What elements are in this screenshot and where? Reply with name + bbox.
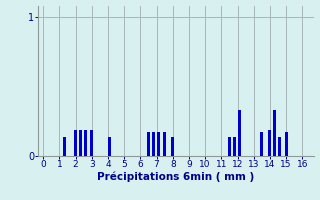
- Bar: [157, 132, 160, 156]
- Bar: [79, 130, 82, 156]
- Bar: [238, 110, 241, 156]
- Bar: [74, 130, 77, 156]
- X-axis label: Précipitations 6min ( mm ): Précipitations 6min ( mm ): [97, 172, 255, 182]
- Bar: [147, 132, 150, 156]
- Bar: [228, 137, 231, 156]
- Bar: [260, 132, 263, 156]
- Bar: [84, 130, 87, 156]
- Bar: [163, 132, 166, 156]
- Bar: [63, 137, 66, 156]
- Bar: [284, 132, 288, 156]
- Bar: [171, 137, 174, 156]
- Bar: [273, 110, 276, 156]
- Bar: [90, 130, 93, 156]
- Bar: [152, 132, 155, 156]
- Bar: [268, 130, 271, 156]
- Bar: [108, 137, 111, 156]
- Bar: [233, 137, 236, 156]
- Bar: [278, 137, 281, 156]
